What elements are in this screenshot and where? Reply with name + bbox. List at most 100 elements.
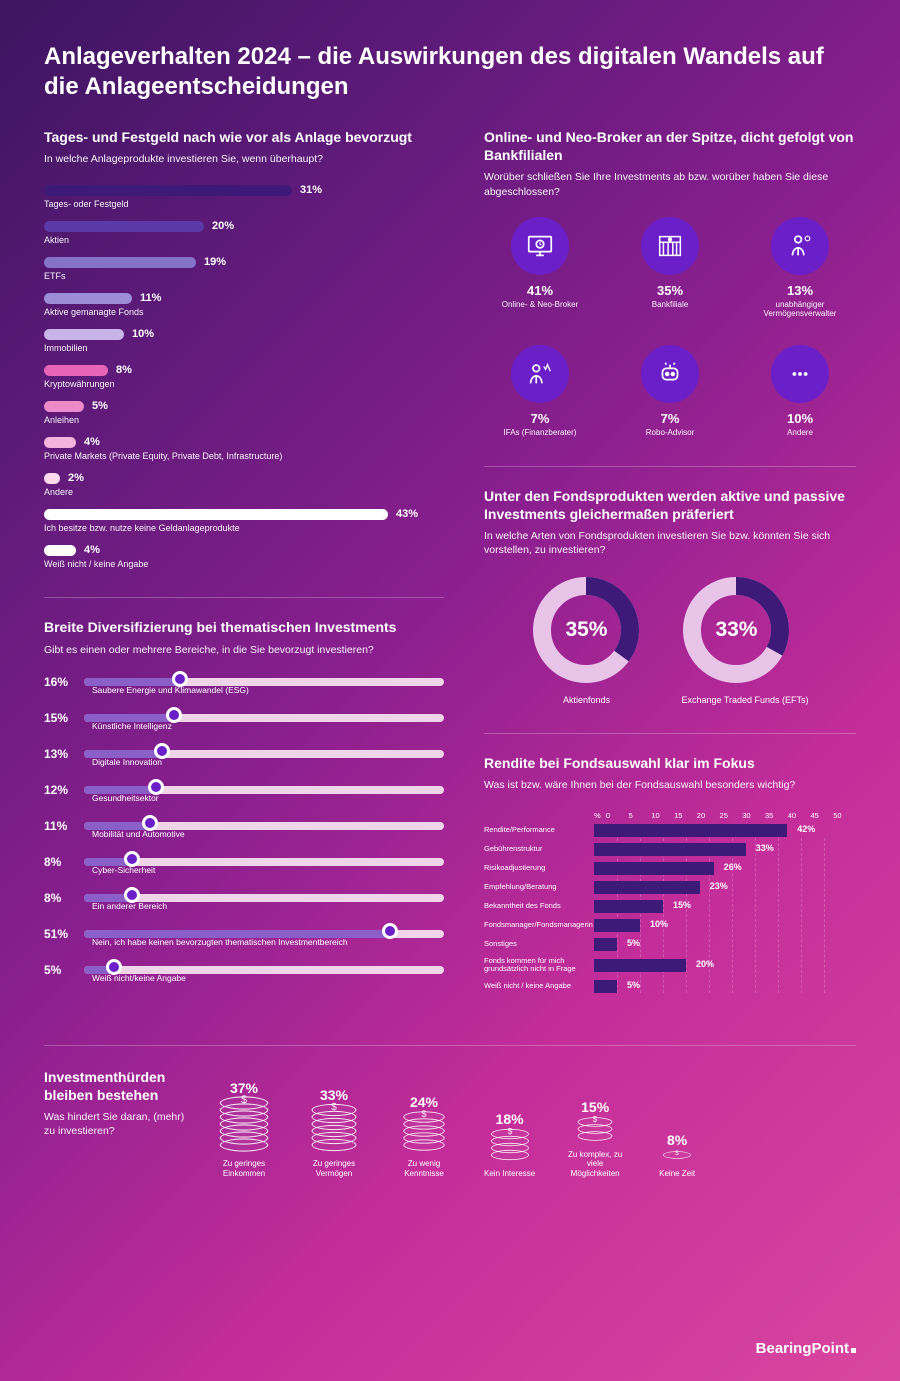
axis-label: Empfehlung/Beratung: [484, 883, 594, 892]
hbar-row: 8% Kryptowährungen: [44, 364, 444, 389]
channel-label: Online- & Neo-Broker: [484, 300, 596, 310]
section-heading: Tages- und Festgeld nach wie vor als Anl…: [44, 128, 444, 146]
hbar-value: 10%: [132, 328, 154, 340]
axis-bar: [594, 862, 714, 875]
axis-bar: [594, 881, 700, 894]
axis-label: Bekanntheit des Fonds: [484, 902, 594, 911]
slider-row: 8% Cyber-Sicherheit: [44, 855, 444, 879]
channel-item: 13%unabhängiger Vermögensverwalter: [744, 217, 856, 319]
hbar-row: 4% Private Markets (Private Equity, Priva…: [44, 436, 444, 461]
slider-value: 8%: [44, 891, 74, 905]
hbar-row: 4%Weiß nicht / keine Angabe: [44, 544, 444, 569]
hbar-label: Tages- oder Festgeld: [44, 199, 444, 209]
hbar-label: Anleihen: [44, 415, 444, 425]
hbar: [44, 401, 84, 412]
slider-label: Ein anderer Bereich: [92, 901, 167, 911]
hbar-value: 4%: [84, 544, 100, 556]
hbar-row: 2%Andere: [44, 472, 444, 497]
divider: [484, 733, 856, 734]
channel-value: 10%: [744, 411, 856, 426]
page-title: Anlageverhalten 2024 – die Auswirkungen …: [44, 42, 856, 102]
stack-label: Zu geringes Vermögen: [304, 1159, 364, 1178]
slider-label: Cyber-Sicherheit: [92, 865, 155, 875]
hbar: [44, 545, 76, 556]
person-icon: [771, 217, 829, 275]
coin-pile: [304, 1109, 364, 1151]
axis-bar: [594, 959, 686, 972]
slider-value: 8%: [44, 855, 74, 869]
axis-value: 5%: [627, 938, 640, 948]
hbar-row: 10% Immobilien: [44, 328, 444, 353]
hbar-label: Kryptowährungen: [44, 379, 444, 389]
axis-bar: [594, 919, 640, 932]
section-question: In welche Anlageprodukte investieren Sie…: [44, 152, 444, 166]
axis-label: Fondsmanager/Fondsmanagerin: [484, 921, 594, 930]
stack-label: Zu wenig Kenntnisse: [394, 1159, 454, 1178]
hbar-label: Private Markets (Private Equity, Private…: [44, 451, 444, 461]
axis-label: Weiß nicht / keine Angabe: [484, 982, 594, 991]
hbar: [44, 221, 204, 232]
left-column: Tages- und Festgeld nach wie vor als Anl…: [44, 128, 444, 1021]
axis-label: Gebührenstruktur: [484, 845, 594, 854]
coin-pile: [394, 1116, 454, 1151]
slider-value: 16%: [44, 675, 74, 689]
slider-row: 15%Künstliche Intelligenz: [44, 711, 444, 735]
section-question: Was ist bzw. wäre Ihnen bei der Fondsaus…: [484, 778, 856, 792]
section-fund-criteria: Rendite bei Fondsauswahl klar im Fokus W…: [484, 754, 856, 993]
hbar-value: 4%: [84, 436, 100, 448]
slider-row: 12%Gesundheitsektor: [44, 783, 444, 807]
hbar-value: 11%: [140, 292, 161, 304]
coin-icon: [491, 1129, 529, 1139]
section-barriers: Investmenthürden bleiben bestehen Was hi…: [44, 1068, 856, 1179]
hbar-label: Immobilien: [44, 343, 444, 353]
axis-track: 33%: [594, 843, 856, 856]
hbar: [44, 473, 60, 484]
stack-value: 24%: [394, 1094, 454, 1110]
brand-logo: BearingPoint: [756, 1340, 856, 1357]
coin-pile: [655, 1154, 699, 1161]
axis-value: 5%: [627, 980, 640, 990]
donut-value: 33%: [715, 618, 757, 642]
hbar-value: 19%: [204, 256, 226, 268]
axis-track: 5%: [594, 980, 856, 993]
channel-item: 10% Andere: [744, 345, 856, 438]
donut-value: 35%: [565, 618, 607, 642]
hbar-label: Aktive gemanagte Fonds: [44, 307, 444, 317]
axis-value: 23%: [710, 881, 728, 891]
hbar-value: 8%: [116, 364, 132, 376]
axis-row: Rendite/Performance42%: [484, 824, 856, 837]
slider-label: Künstliche Intelligenz: [92, 721, 172, 731]
axis-bar: [594, 824, 787, 837]
slider-value: 5%: [44, 963, 74, 977]
slider-row: 51%Nein, ich habe keinen bevorzugten the…: [44, 927, 444, 951]
slider-label: Weiß nicht/keine Angabe: [92, 973, 186, 983]
hbar-value: 5%: [92, 400, 108, 412]
hbar: [44, 185, 292, 196]
axis-bar: [594, 980, 617, 993]
channel-label: Robo-Advisor: [614, 428, 726, 438]
coin-pile: [484, 1133, 535, 1161]
axis-value: 33%: [756, 843, 774, 853]
hbar-label: Aktien: [44, 235, 444, 245]
slider-row: 5% Weiß nicht/keine Angabe: [44, 963, 444, 987]
channel-label: Andere: [744, 428, 856, 438]
axis-label: Fonds kommen für mich grundsätzlich nich…: [484, 957, 594, 974]
axis-track: 20%: [594, 959, 856, 972]
hbar-row: 19%ETFs: [44, 256, 444, 281]
hbar-label: Andere: [44, 487, 444, 497]
divider: [44, 597, 444, 598]
infographic-page: Anlageverhalten 2024 – die Auswirkungen …: [0, 0, 900, 1381]
slider-label: Mobilität und Automotive: [92, 829, 185, 839]
hbar-row: 43%Ich besitze bzw. nutze keine Geldanla…: [44, 508, 444, 533]
axis-scale: %05101520253035404550: [594, 811, 856, 820]
hbar: [44, 437, 76, 448]
slider-row: 16%Saubere Energie und Klimawandel (ESG): [44, 675, 444, 699]
hbar-row: 20%Aktien: [44, 220, 444, 245]
coin-stack: 33%Zu geringes Vermögen: [304, 1087, 364, 1178]
channel-value: 35%: [614, 283, 726, 298]
section-heading: Unter den Fondsprodukten werden aktive u…: [484, 487, 856, 523]
slider-label: Digitale Innovation: [92, 757, 162, 767]
section-question: Gibt es einen oder mehrere Bereiche, in …: [44, 643, 444, 657]
channel-item: 41%Online- & Neo-Broker: [484, 217, 596, 319]
coin-stack: 15%Zu komplex, zu viele Möglichkeiten: [565, 1099, 625, 1179]
